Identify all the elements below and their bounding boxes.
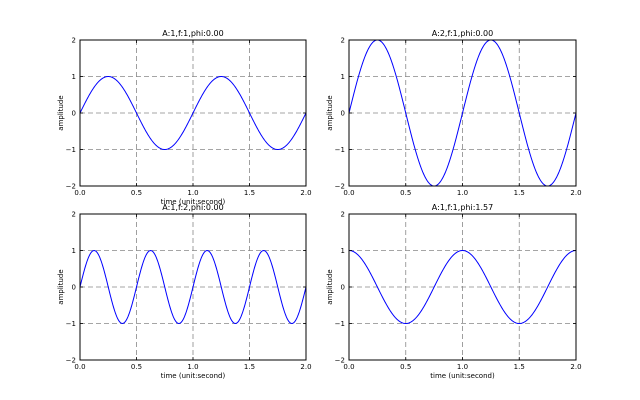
x-tick-label: 1.5 bbox=[244, 189, 255, 197]
x-tick-label: 1.0 bbox=[187, 189, 198, 197]
series-line bbox=[348, 39, 577, 187]
x-tick-label: 0.5 bbox=[131, 363, 142, 371]
x-tick-label: 0.5 bbox=[131, 189, 142, 197]
subplot-3: A:1,f:2,phi:0.00 time (unit:second) ampl… bbox=[57, 203, 312, 380]
series-line bbox=[348, 249, 577, 325]
y-tick-label: 2 bbox=[72, 37, 76, 45]
subplot-title: A:1,f:1,phi:1.57 bbox=[432, 203, 493, 212]
y-tick-label: 2 bbox=[341, 37, 345, 45]
y-tick-label: 0 bbox=[72, 284, 76, 292]
y-tick-label: −1 bbox=[66, 320, 76, 328]
subplot-title: A:1,f:1,phi:0.00 bbox=[162, 29, 223, 38]
x-tick-label: 0.5 bbox=[400, 189, 411, 197]
x-tick-label: 2.0 bbox=[300, 363, 311, 371]
y-axis-label: amplitude bbox=[326, 269, 334, 304]
y-tick-label: 2 bbox=[72, 211, 76, 219]
y-tick-label: −1 bbox=[66, 146, 76, 154]
y-tick-label: 1 bbox=[72, 247, 76, 255]
y-tick-label: 0 bbox=[341, 284, 345, 292]
series-line bbox=[79, 75, 307, 151]
y-tick-label: 2 bbox=[341, 211, 345, 219]
y-tick-label: −2 bbox=[335, 183, 345, 191]
x-tick-label: 1.0 bbox=[187, 363, 198, 371]
y-tick-label: 0 bbox=[341, 110, 345, 118]
y-axis-label: amplitude bbox=[326, 95, 334, 130]
y-tick-label: −1 bbox=[335, 320, 345, 328]
subplot-title: A:2,f:1,phi:0.00 bbox=[432, 29, 493, 38]
x-tick-label: 0.0 bbox=[74, 189, 85, 197]
x-tick-label: 2.0 bbox=[570, 363, 581, 371]
y-tick-label: −2 bbox=[335, 357, 345, 365]
y-tick-label: 1 bbox=[341, 73, 345, 81]
x-tick-label: 0.5 bbox=[400, 363, 411, 371]
x-axis-label: time (unit:second) bbox=[161, 372, 226, 380]
y-tick-label: −2 bbox=[66, 183, 76, 191]
subplot-title: A:1,f:2,phi:0.00 bbox=[162, 203, 223, 212]
x-tick-label: 0.0 bbox=[343, 189, 354, 197]
y-axis-label: amplitude bbox=[57, 95, 65, 130]
subplot-1: A:1,f:1,phi:0.00 time (unit:second) ampl… bbox=[57, 29, 312, 206]
x-tick-label: 0.0 bbox=[74, 363, 85, 371]
x-axis-label: time (unit:second) bbox=[430, 372, 495, 380]
subplot-2: A:2,f:1,phi:0.00 amplitude 0.0 0.5 1.0 1.5 2… bbox=[326, 29, 582, 197]
x-tick-label: 1.0 bbox=[457, 189, 468, 197]
x-axis-label: time (unit:second) bbox=[161, 198, 226, 206]
x-tick-label: 1.5 bbox=[514, 189, 525, 197]
x-tick-label: 1.0 bbox=[457, 363, 468, 371]
y-tick-label: 1 bbox=[72, 73, 76, 81]
subplot-4: A:1,f:1,phi:1.57 time (unit:second) ampl… bbox=[326, 203, 582, 380]
y-tick-label: −2 bbox=[66, 357, 76, 365]
series-line bbox=[79, 249, 307, 325]
y-tick-label: 0 bbox=[72, 110, 76, 118]
x-tick-label: 1.5 bbox=[244, 363, 255, 371]
y-tick-label: −1 bbox=[335, 146, 345, 154]
x-tick-label: 0.0 bbox=[343, 363, 354, 371]
x-tick-label: 1.5 bbox=[514, 363, 525, 371]
y-axis-label: amplitude bbox=[57, 269, 65, 304]
x-tick-label: 2.0 bbox=[300, 189, 311, 197]
x-tick-label: 2.0 bbox=[570, 189, 581, 197]
y-tick-label: 1 bbox=[341, 247, 345, 255]
